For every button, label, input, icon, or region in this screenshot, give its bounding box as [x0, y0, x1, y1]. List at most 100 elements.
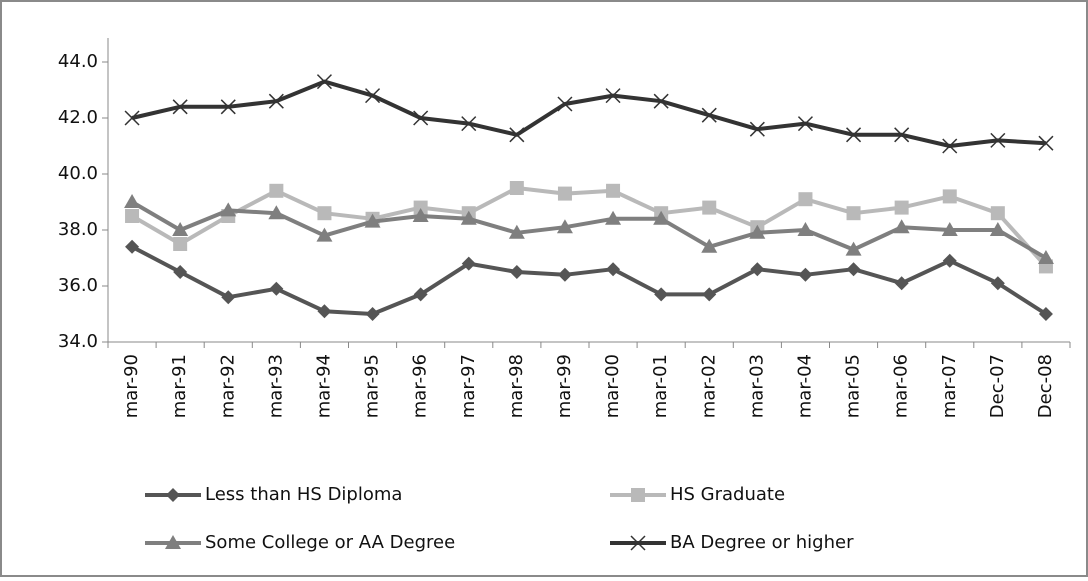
- marker: [894, 276, 909, 291]
- x-tick-label: mar-90: [121, 354, 142, 418]
- x-tick-label: mar-03: [746, 354, 767, 418]
- x-tick-label: mar-98: [506, 354, 527, 418]
- marker: [509, 127, 525, 143]
- marker: [124, 194, 141, 208]
- marker: [990, 132, 1006, 148]
- marker: [798, 267, 813, 282]
- marker: [606, 183, 621, 198]
- marker: [846, 206, 861, 221]
- marker: [460, 210, 477, 225]
- series-line: [131, 186, 1048, 268]
- marker: [942, 138, 958, 154]
- marker: [172, 222, 189, 236]
- marker: [990, 206, 1005, 221]
- marker: [220, 202, 237, 217]
- series-line: [131, 245, 1048, 316]
- x-tick-label: mar-05: [843, 354, 864, 418]
- legend-label: HS Graduate: [670, 484, 785, 505]
- marker: [797, 116, 813, 132]
- marker: [557, 96, 573, 112]
- marker: [461, 256, 476, 271]
- y-tick-label: 38.0: [58, 219, 98, 240]
- legend-item: HS Graduate: [610, 484, 785, 505]
- marker: [653, 210, 670, 225]
- x-tick-label: mar-93: [265, 354, 286, 418]
- marker: [173, 237, 188, 251]
- marker: [701, 107, 717, 123]
- marker: [605, 210, 622, 225]
- marker: [631, 488, 645, 502]
- marker: [509, 265, 524, 279]
- marker: [364, 213, 381, 228]
- marker: [557, 267, 572, 282]
- marker: [413, 110, 429, 126]
- marker: [413, 200, 428, 215]
- x-tick-label: mar-96: [410, 354, 431, 418]
- marker: [556, 219, 573, 234]
- x-tick-label: mar-04: [794, 354, 815, 418]
- legend-label: BA Degree or higher: [670, 532, 854, 553]
- marker: [893, 219, 910, 234]
- marker: [557, 186, 572, 201]
- legend-item: Less than HS Diploma: [145, 484, 402, 505]
- marker: [989, 222, 1006, 236]
- marker: [317, 304, 332, 319]
- x-tick-label: Dec-08: [1035, 354, 1056, 418]
- marker: [316, 227, 333, 242]
- y-tick-label: 42.0: [58, 107, 98, 128]
- legend-item: Some College or AA Degree: [145, 532, 455, 553]
- marker: [749, 224, 766, 239]
- legend-label: Some College or AA Degree: [205, 532, 455, 553]
- x-tick-label: mar-92: [217, 354, 238, 418]
- marker: [654, 287, 669, 302]
- marker: [165, 535, 181, 549]
- marker: [798, 192, 813, 207]
- series-line: [131, 200, 1047, 260]
- x-tick-label: mar-94: [313, 354, 334, 418]
- y-tick-label: 40.0: [58, 163, 98, 184]
- y-tick-label: 44.0: [58, 51, 98, 72]
- marker: [1038, 307, 1053, 321]
- marker: [166, 488, 180, 502]
- marker: [413, 287, 428, 302]
- marker: [365, 88, 381, 104]
- series-line: [131, 79, 1047, 148]
- marker: [701, 238, 718, 253]
- marker: [268, 205, 285, 220]
- x-tick-label: mar-95: [362, 354, 383, 418]
- marker: [942, 253, 957, 268]
- marker: [702, 287, 717, 302]
- x-tick-label: mar-07: [939, 354, 960, 418]
- marker: [846, 127, 862, 143]
- marker: [172, 99, 188, 115]
- marker: [749, 121, 765, 137]
- x-tick-label: mar-97: [458, 354, 479, 418]
- marker: [412, 208, 429, 222]
- marker: [125, 209, 140, 223]
- marker: [797, 222, 814, 236]
- marker: [221, 290, 236, 305]
- x-tick-label: Dec-07: [987, 354, 1008, 418]
- marker: [990, 276, 1005, 291]
- marker: [605, 88, 621, 104]
- marker: [846, 262, 861, 277]
- marker: [1037, 250, 1054, 264]
- marker: [750, 262, 765, 277]
- marker: [941, 222, 958, 236]
- marker: [894, 200, 909, 215]
- marker: [124, 110, 140, 126]
- marker: [1038, 135, 1054, 151]
- marker: [508, 224, 525, 239]
- marker: [268, 93, 284, 109]
- marker: [317, 206, 332, 221]
- x-tick-label: mar-02: [698, 354, 719, 418]
- marker: [845, 241, 862, 256]
- marker: [316, 74, 332, 90]
- marker: [606, 262, 621, 277]
- marker: [509, 181, 524, 195]
- x-tick-label: mar-06: [891, 354, 912, 418]
- x-tick-label: mar-91: [169, 354, 190, 418]
- x-tick-label: mar-01: [650, 354, 671, 418]
